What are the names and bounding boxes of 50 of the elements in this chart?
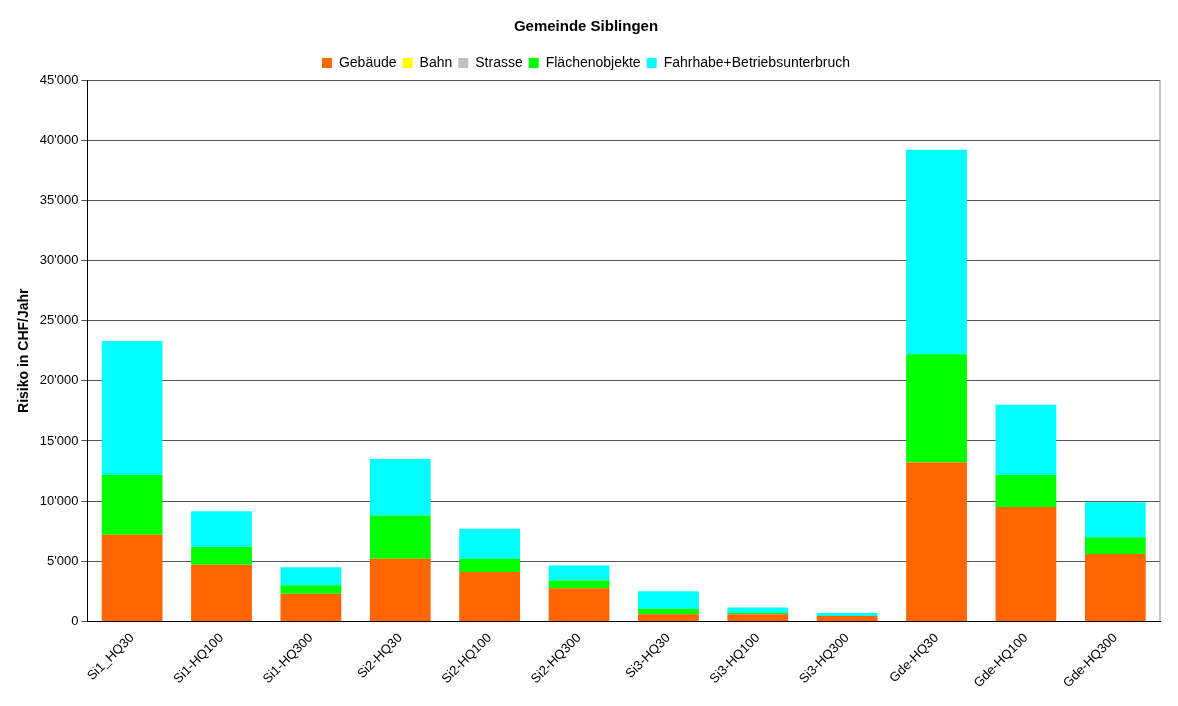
- y-tick-label: 0: [71, 612, 79, 628]
- bar: [101, 341, 163, 475]
- y-tick-label: 5'000: [47, 552, 79, 568]
- bar: [1084, 554, 1146, 621]
- bar: [1084, 502, 1146, 538]
- bar: [727, 614, 789, 621]
- bar: [369, 515, 431, 559]
- bar: [459, 528, 521, 559]
- bar: [101, 474, 163, 535]
- bar: [995, 507, 1057, 621]
- bar: [548, 588, 610, 621]
- bar: [191, 564, 252, 621]
- bar: [191, 511, 252, 547]
- legend-label: Fahrhabe+Betriebsunterbruch: [663, 53, 851, 70]
- chart-title: Gemeinde Siblingen: [513, 17, 659, 35]
- bar: [101, 534, 163, 621]
- bar: [995, 474, 1057, 508]
- bar: [816, 612, 878, 616]
- bar: [906, 149, 967, 355]
- bar: [906, 354, 967, 463]
- bar: [816, 615, 878, 621]
- y-tick-label: 15'000: [39, 432, 79, 448]
- legend-label: Gebäude: [338, 53, 397, 70]
- y-tick-label: 20'000: [39, 372, 79, 388]
- bar: [280, 585, 342, 594]
- legend-label: Bahn: [419, 53, 453, 70]
- legend-label: Flächenobjekte: [545, 53, 641, 70]
- bar: [459, 572, 521, 621]
- y-axis-title: Risiko in CHF/Jahr: [15, 287, 32, 413]
- bar: [638, 591, 699, 609]
- bar: [638, 608, 699, 615]
- y-tick-label: 30'000: [39, 252, 79, 268]
- bar: [369, 558, 431, 621]
- bar: [727, 607, 789, 613]
- bar: [906, 462, 967, 621]
- bar: [459, 558, 521, 573]
- y-tick-label: 35'000: [39, 191, 79, 207]
- y-tick-label: 45'000: [39, 71, 79, 87]
- bar: [638, 614, 699, 621]
- bar: [369, 458, 431, 516]
- y-tick-label: 25'000: [39, 312, 79, 328]
- legend-label: Strasse: [475, 53, 523, 70]
- bar: [548, 565, 610, 581]
- bar: [191, 546, 252, 565]
- bar: [1084, 537, 1146, 555]
- bar: [995, 404, 1057, 475]
- bar: [280, 593, 342, 621]
- y-tick-label: 40'000: [39, 131, 79, 147]
- bar: [280, 567, 342, 586]
- y-tick-label: 10'000: [39, 492, 79, 508]
